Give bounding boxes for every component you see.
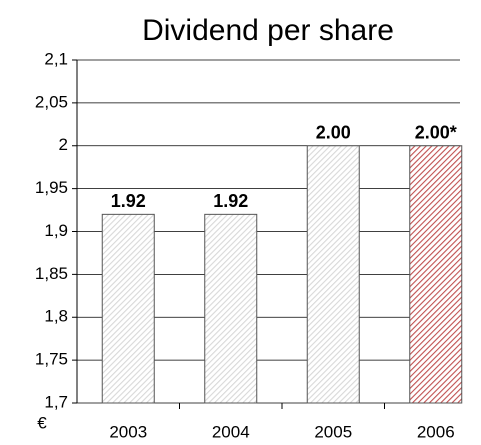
y-tick-label: 2,1	[44, 49, 68, 68]
y-tick-label: 1,8	[44, 307, 68, 326]
x-tick-label: 2003	[109, 422, 147, 441]
y-axis-label: €	[37, 413, 47, 432]
value-label: 2.00	[316, 123, 351, 143]
value-label: 1.92	[111, 191, 146, 211]
bar	[409, 145, 463, 404]
y-tick-label: 1,95	[35, 178, 68, 197]
y-tick-label: 1,75	[35, 350, 68, 369]
y-tick-label: 2	[59, 135, 68, 154]
x-tick-label: 2006	[417, 422, 455, 441]
chart-title: Dividend per share	[142, 14, 394, 47]
bar	[306, 145, 360, 404]
value-label: 1.92	[213, 191, 248, 211]
x-tick-label: 2005	[314, 422, 352, 441]
bar	[204, 213, 258, 404]
value-label: 2.00*	[415, 123, 457, 143]
bar	[101, 213, 155, 404]
y-tick-label: 1,7	[44, 392, 68, 411]
y-tick-label: 1,9	[44, 221, 68, 240]
y-tick-label: 1,85	[35, 264, 68, 283]
y-tick-label: 2,05	[35, 92, 68, 111]
x-tick-label: 2004	[212, 422, 250, 441]
